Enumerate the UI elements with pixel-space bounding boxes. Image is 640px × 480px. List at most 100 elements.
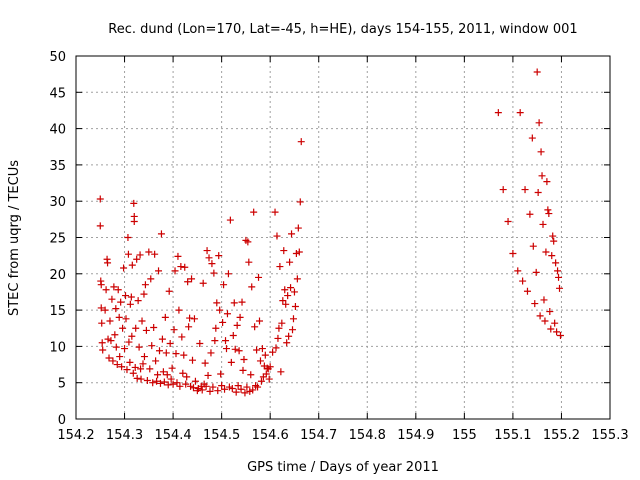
data-point [551, 319, 559, 327]
data-point [186, 314, 194, 322]
data-point [156, 379, 164, 387]
data-point [146, 365, 154, 373]
x-tick-label: 154.2 [57, 428, 94, 443]
data-point [104, 259, 112, 267]
data-point [153, 377, 161, 385]
x-tick-label: 155.2 [543, 428, 580, 443]
data-point [239, 366, 247, 374]
data-point [219, 318, 227, 326]
data-point [145, 248, 153, 256]
data-point [533, 68, 541, 76]
data-point [276, 263, 284, 271]
data-point [142, 326, 150, 334]
data-point [189, 384, 197, 392]
y-axis-label: STEC from uqrg / TECUs [7, 160, 22, 316]
data-point [288, 230, 296, 238]
data-point [244, 238, 252, 246]
data-point [96, 222, 104, 230]
y-tick-label: 35 [49, 159, 66, 174]
data-point [180, 351, 188, 359]
data-point [155, 267, 163, 275]
data-point [499, 186, 507, 194]
data-point [279, 297, 287, 305]
data-point [113, 361, 121, 369]
data-point [549, 232, 557, 240]
data-point [553, 328, 561, 336]
x-tick-label: 154.9 [397, 428, 434, 443]
x-tick-label: 154.3 [106, 428, 143, 443]
data-point [124, 250, 132, 258]
data-point [164, 381, 172, 389]
data-point [294, 224, 302, 232]
data-point [526, 210, 534, 218]
data-point [536, 312, 544, 320]
data-point [290, 288, 298, 296]
data-point [158, 335, 166, 343]
data-point [282, 300, 290, 308]
plot-frame [75, 55, 611, 420]
data-point [152, 357, 160, 365]
data-point [285, 332, 293, 340]
data-point [215, 252, 223, 260]
data-point [289, 315, 297, 323]
x-tick-label: 154.6 [252, 428, 289, 443]
data-point [126, 300, 134, 308]
data-points [96, 68, 564, 397]
data-point [196, 339, 204, 347]
data-point [214, 387, 222, 395]
data-point [183, 373, 191, 381]
data-point [124, 234, 132, 241]
data-point [217, 370, 225, 378]
data-point [283, 339, 291, 347]
data-point [110, 283, 118, 291]
data-point [238, 298, 246, 306]
data-point [178, 333, 186, 341]
data-point [253, 346, 261, 354]
data-point [177, 263, 185, 271]
data-point [149, 379, 157, 387]
data-point [273, 232, 281, 240]
data-point [287, 284, 295, 292]
data-point [556, 284, 564, 292]
data-point [554, 267, 562, 275]
data-point [272, 344, 280, 352]
data-point [226, 216, 234, 224]
y-tick-label: 20 [49, 268, 66, 283]
data-point [201, 359, 209, 367]
x-tick-label: 154.5 [203, 428, 240, 443]
data-point [535, 119, 543, 127]
y-tick-label: 25 [49, 232, 66, 247]
data-point [98, 319, 106, 327]
data-point [129, 369, 137, 377]
data-point [547, 325, 555, 333]
data-point [102, 286, 110, 294]
data-point [105, 354, 113, 362]
data-point [121, 345, 129, 353]
data-point [148, 342, 156, 350]
data-point [185, 323, 193, 331]
y-tick-label: 5 [58, 377, 66, 392]
chart-title: Rec. dund (Lon=170, Lat=-45, h=HE), days… [108, 22, 577, 37]
data-point [169, 380, 177, 388]
x-tick-label: 155.3 [591, 428, 628, 443]
data-point [250, 208, 258, 216]
y-tick-label: 15 [49, 304, 66, 319]
data-point [293, 275, 301, 283]
data-point [297, 138, 305, 146]
data-point [161, 313, 169, 321]
data-point [233, 321, 241, 329]
data-point [516, 109, 524, 117]
x-tick-label: 155.1 [494, 428, 531, 443]
data-point [141, 281, 149, 289]
data-point [147, 275, 155, 283]
data-point [130, 199, 138, 207]
data-point [241, 389, 249, 397]
data-point [154, 371, 162, 379]
data-point [275, 324, 283, 332]
data-point [295, 248, 303, 256]
data-point [112, 343, 120, 351]
data-point [206, 387, 214, 395]
data-point [258, 345, 266, 353]
data-point [208, 260, 216, 268]
data-point [542, 248, 550, 256]
